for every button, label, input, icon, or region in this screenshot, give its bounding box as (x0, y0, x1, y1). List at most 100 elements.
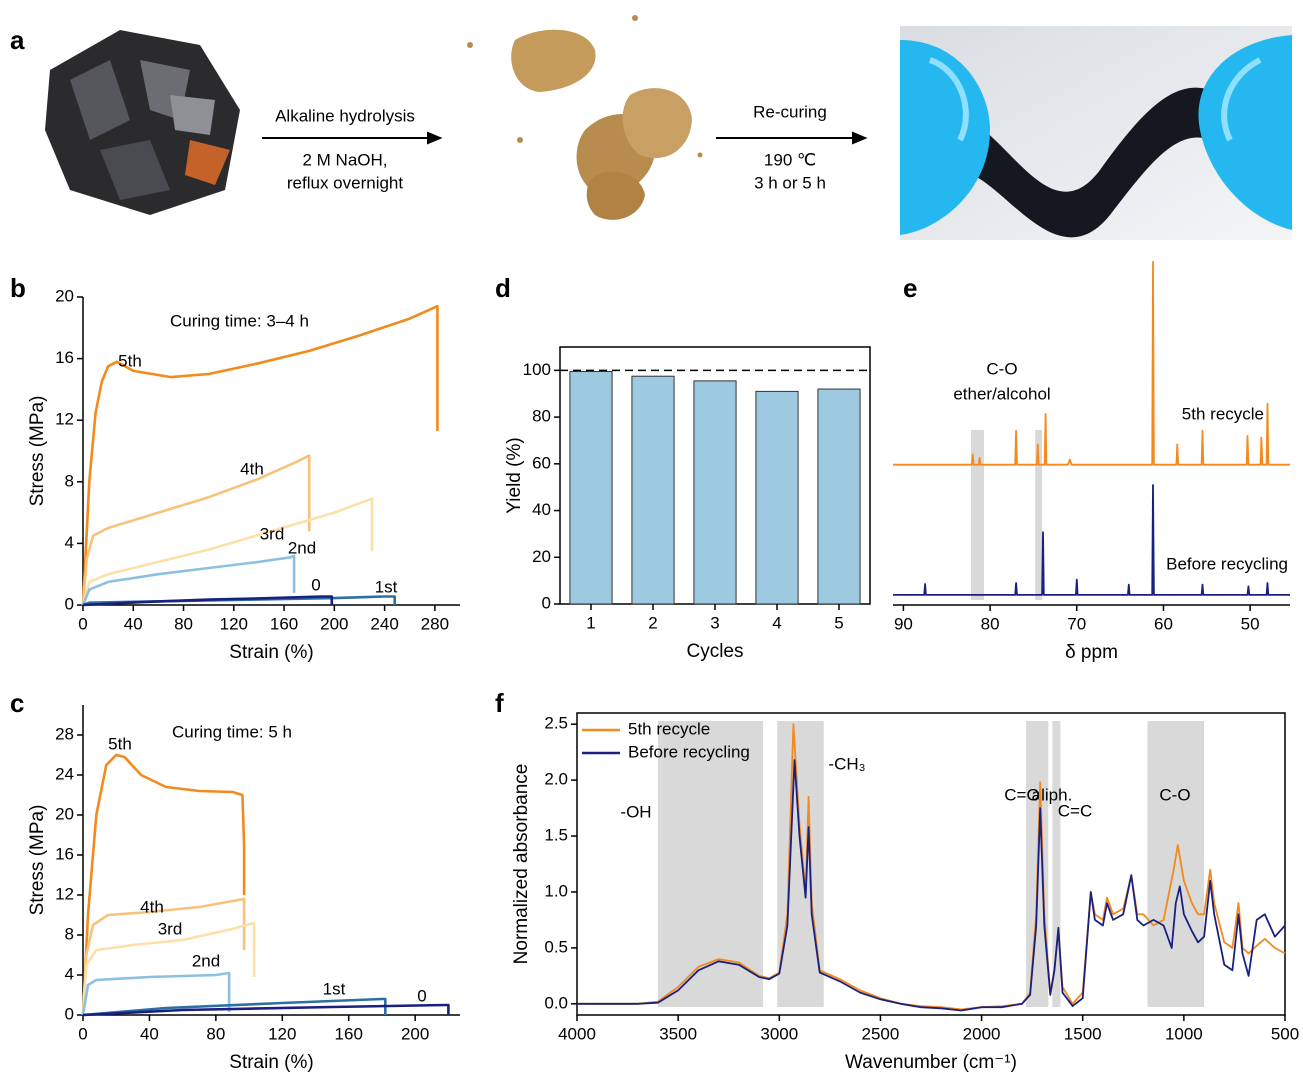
band (1147, 721, 1204, 1007)
series-line (893, 262, 1290, 465)
y-tick-label: 16 (55, 348, 74, 367)
series-label: 4th (240, 459, 264, 478)
x-tick-label: 0 (78, 1024, 87, 1043)
panel-label: a (10, 25, 25, 55)
x-tick-label: 500 (1271, 1024, 1299, 1043)
y-tick-label: 60 (532, 453, 551, 472)
y-tick-label: 8 (65, 924, 74, 943)
bar (756, 391, 798, 604)
band-label: -OH (620, 802, 651, 821)
y-tick-label: 16 (55, 844, 74, 863)
y-tick-label: 2.5 (544, 714, 568, 733)
bar (818, 389, 860, 604)
panel-label: b (10, 273, 26, 303)
series-label: 4th (140, 897, 164, 916)
y-tick-label: 20 (55, 804, 74, 823)
x-axis-title: Wavenumber (cm⁻¹) (845, 1052, 1017, 1073)
x-axis-title: δ ppm (1065, 642, 1118, 663)
x-tick-label: 40 (124, 614, 143, 633)
y-tick-label: 0.0 (544, 993, 568, 1012)
x-tick-label: 4000 (558, 1024, 596, 1043)
x-tick-label: 80 (174, 614, 193, 633)
photo-powder (467, 15, 703, 220)
series-line (83, 499, 372, 605)
y-tick-label: 100 (523, 360, 551, 379)
x-tick-label: 1 (586, 613, 595, 632)
x-tick-label: 4 (772, 613, 781, 632)
chart-panel: d020406080100CyclesYield (%)12345 (495, 273, 870, 662)
y-tick-label: 1.5 (544, 826, 568, 845)
y-tick-label: 1.0 (544, 881, 568, 900)
series-label: 0 (417, 986, 426, 1005)
series-line (83, 597, 332, 606)
x-tick-label: 160 (335, 1024, 363, 1043)
y-tick-label: 80 (532, 407, 551, 426)
y-axis-title: Stress (MPa) (27, 396, 48, 507)
y-tick-label: 0 (542, 593, 551, 612)
x-axis-title: Cycles (686, 641, 743, 662)
series-label: 5th (118, 351, 142, 370)
arrows (262, 133, 865, 143)
x-tick-label: 200 (401, 1024, 429, 1043)
x-tick-label: 3 (710, 613, 719, 632)
band (777, 721, 824, 1007)
y-axis-title: Yield (%) (504, 437, 525, 513)
y-tick-label: 12 (55, 410, 74, 429)
annotation: ether/alcohol (953, 384, 1050, 403)
annotation: C-O (986, 359, 1017, 378)
y-tick-label: 2.0 (544, 770, 568, 789)
y-tick-label: 4 (65, 533, 74, 552)
bar (570, 372, 612, 604)
x-tick-label: 1000 (1165, 1024, 1203, 1043)
step-condition: 190 ℃ (764, 150, 816, 169)
step-label: Re-curing (753, 102, 827, 121)
photo-pieces (45, 30, 240, 215)
series-label: Before recycling (1166, 554, 1288, 573)
x-tick-label: 60 (1154, 614, 1173, 633)
y-axis-title: Normalized absorbance (511, 764, 532, 965)
series-label: 3rd (158, 919, 183, 938)
band (1052, 721, 1060, 1007)
series-label: 5th recycle (1182, 404, 1264, 423)
legend-label: 5th recycle (628, 719, 710, 738)
x-tick-label: 280 (421, 614, 449, 633)
x-tick-label: 3500 (659, 1024, 697, 1043)
series-label: 2nd (288, 538, 316, 557)
series-label: 3rd (260, 524, 285, 543)
series-label: 2nd (192, 951, 220, 970)
x-axis-title: Strain (%) (229, 642, 313, 663)
y-tick-label: 24 (55, 764, 74, 783)
series-label: 1st (323, 979, 346, 998)
figure: a Alkaline hydrolysis 2 M NaOH, reflux o… (0, 0, 1303, 1082)
annotation: Curing time: 3–4 h (170, 311, 309, 330)
y-axis-title: Stress (MPa) (27, 805, 48, 916)
x-tick-label: 70 (1067, 614, 1086, 633)
y-tick-label: 0 (65, 1004, 74, 1023)
y-tick-label: 20 (532, 547, 551, 566)
y-tick-label: 12 (55, 884, 74, 903)
x-tick-label: 50 (1241, 614, 1260, 633)
y-tick-label: 4 (65, 964, 74, 983)
series-label: 1st (375, 577, 398, 596)
x-tick-label: 2500 (862, 1024, 900, 1043)
annotation: Curing time: 5 h (172, 722, 292, 741)
panel-label: c (10, 688, 24, 718)
x-tick-label: 40 (140, 1024, 159, 1043)
step-label: Alkaline hydrolysis (275, 106, 415, 125)
band-label: -CH₃ (828, 754, 865, 773)
series-label: 0 (311, 575, 320, 594)
bar (632, 376, 674, 604)
x-tick-label: 0 (78, 614, 87, 633)
series-line (893, 485, 1290, 595)
y-tick-label: 0 (65, 594, 74, 613)
x-tick-label: 160 (270, 614, 298, 633)
x-tick-label: 1500 (1064, 1024, 1102, 1043)
y-tick-label: 20 (55, 286, 74, 305)
legend-label: Before recycling (628, 742, 750, 761)
y-tick-label: 8 (65, 471, 74, 490)
y-tick-label: 0.5 (544, 937, 568, 956)
x-tick-label: 90 (894, 614, 913, 633)
x-tick-label: 120 (268, 1024, 296, 1043)
